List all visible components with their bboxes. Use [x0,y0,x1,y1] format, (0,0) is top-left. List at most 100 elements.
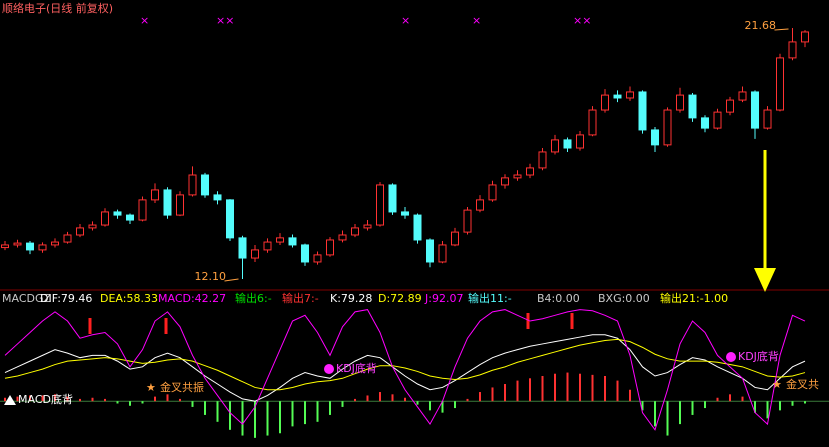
candle-body [713,111,722,129]
annotation-pointer [224,278,239,282]
candle-body [476,199,484,211]
annotation-pointer [774,28,789,31]
indicator-label: DEA:58.33 [100,292,158,305]
indicator-label: 输出11:- [468,291,512,305]
candle-body [451,231,459,246]
signal-annotation: KDJ底背 [738,349,779,363]
indicator-line [4,338,806,391]
candle-body [401,211,409,216]
candle-body [351,227,359,236]
indicator-label: J:92.07 [424,292,463,305]
candle-body [626,91,634,99]
candle-body [488,184,497,201]
indicator-label: MACD:42.27 [158,292,226,305]
candle-body [776,57,784,111]
arrow-head [754,268,776,292]
candle-body [551,139,559,153]
candle-body [526,167,534,176]
candle-body [676,94,684,111]
candle-body [426,239,434,263]
indicator-line [4,334,806,402]
candle-body [176,194,184,216]
price-annotation: 21.68 [745,19,777,32]
candle-body [126,214,134,221]
indicator-label: B4:0.00 [537,292,580,305]
indicator-label: 输出7:- [282,291,319,305]
cross: × [140,14,149,27]
indicator-label: BXG:0.00 [598,292,650,305]
candle-body [501,177,509,186]
cross: × [472,14,481,27]
candle-body [388,184,397,213]
candle-body [576,134,584,149]
candle-body [238,237,247,259]
candle-body [751,91,759,129]
signal-annotation: KDJ底背 [336,361,377,375]
candle-body [38,244,47,251]
indicator-label: 输出6:- [235,291,272,305]
price-annotation: 12.10 [195,270,227,283]
chart-title: 顺络电子(日线 前复权) [2,1,113,15]
candle-body [213,194,222,201]
signal-annotation: MACD底背 [18,392,73,406]
cross: ×× [573,14,591,27]
candle-body [1,244,9,249]
candle-body [538,151,547,169]
candle-body [763,109,772,129]
cross: ×× [216,14,234,27]
candle-body [151,189,159,201]
candle-body [251,249,259,259]
signal-icon: ★ [772,378,782,391]
signal-crosses: × ×× × × ×× [140,14,591,27]
indicator-label: K:79.28 [330,292,372,305]
candle-body [288,237,297,246]
candle-body [601,94,609,111]
candle-body [26,242,34,251]
candle-body [613,94,622,99]
indicator-label: MACDGZ [2,292,51,305]
candle-body [463,209,472,233]
signal-annotation: 金叉共 [786,377,819,391]
indicator-label: D:72.89 [378,292,422,305]
signal-icon: ★ [146,381,156,394]
signal-icon [726,352,736,362]
candle-body [101,211,109,226]
candle-body [13,242,22,246]
candle-body [688,94,697,119]
candle-body [363,224,372,229]
candle-body [326,239,334,256]
candle-body [663,109,672,146]
indicator-line [4,309,806,431]
candle-body [226,199,234,239]
signal-icon [4,395,16,405]
candle-body [726,99,734,113]
signal-bars [88,313,574,334]
candle-body [63,234,72,243]
candle-body [563,139,572,149]
candle-body [313,254,322,263]
candle-body [301,244,309,263]
candle-body [588,109,597,136]
candle-body [438,244,447,263]
candle-body [163,189,172,216]
candle-body [338,234,347,241]
candle-body [76,227,84,236]
candle-body [638,91,647,131]
candle-body [276,237,284,243]
candle-body [201,174,209,196]
candle-body [188,174,197,196]
candle-body [376,184,384,226]
indicator-label: DIF:79.46 [40,292,92,305]
candle-body [513,174,522,179]
candle-body [701,117,709,129]
candle-body [113,211,122,216]
signal-icon [324,364,334,374]
candle-body [51,241,59,246]
candle-body [413,214,422,241]
candle-body [88,224,97,229]
candle-body [738,91,747,101]
candle-body [788,41,797,59]
yellow-arrow [754,150,776,292]
candle-body [651,129,659,146]
